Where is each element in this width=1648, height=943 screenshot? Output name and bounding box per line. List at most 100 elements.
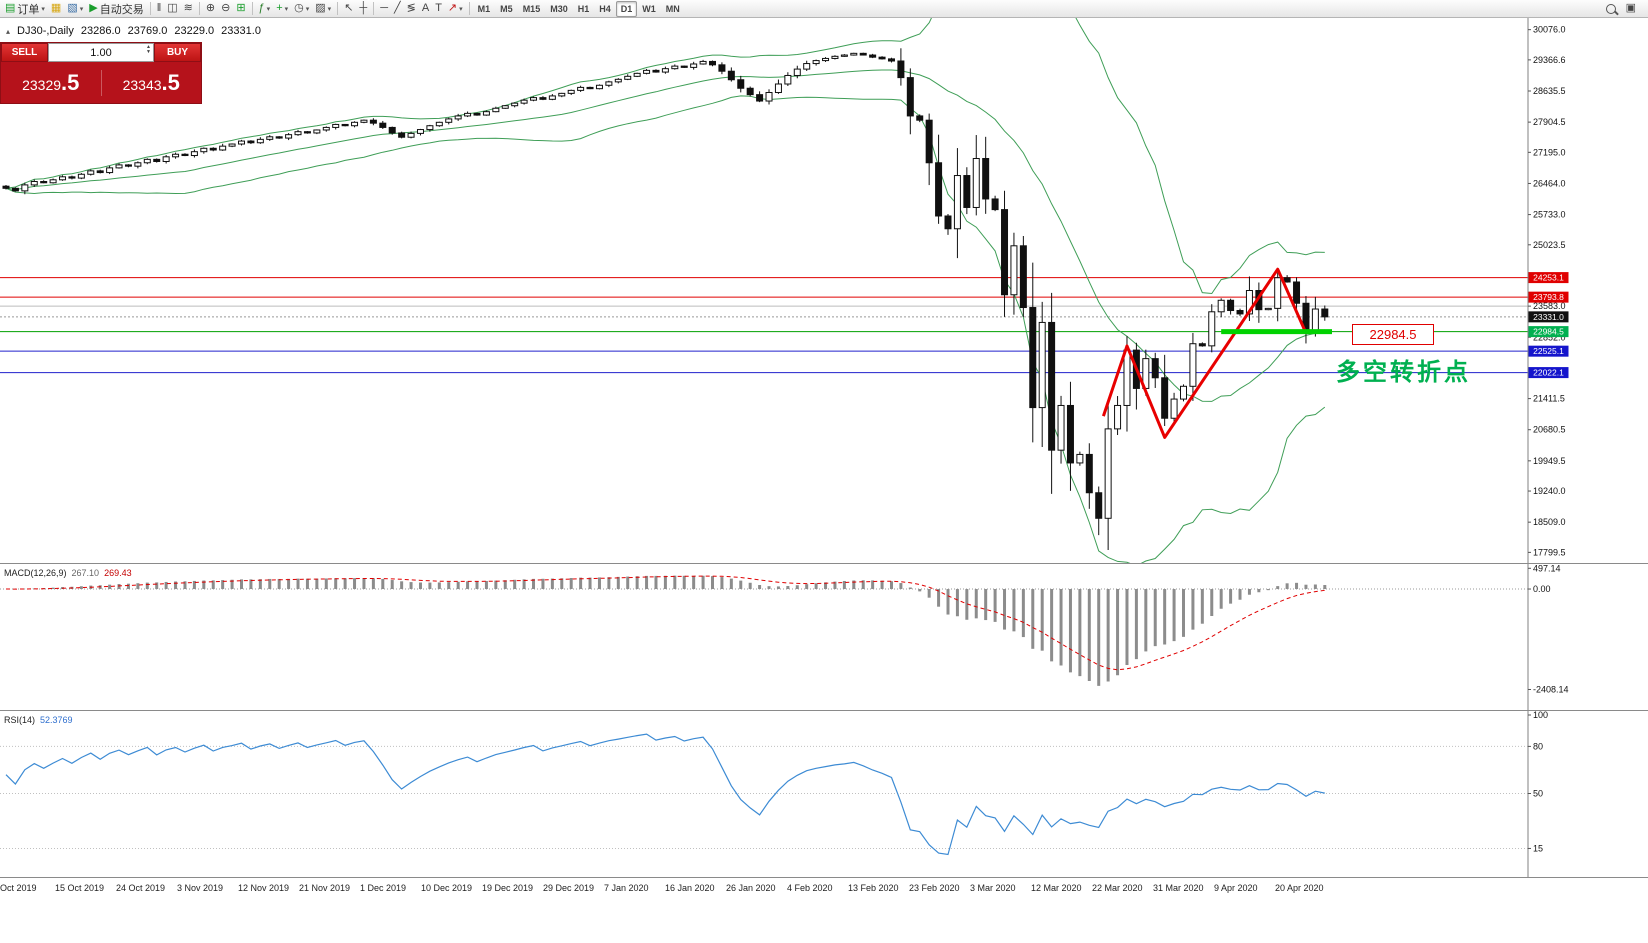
bar-chart-button[interactable]: ‖ [154,1,165,17]
candle-body [1208,311,1216,347]
panel-splitter[interactable] [0,563,1648,564]
date-label: 3 Mar 2020 [970,883,1016,893]
candle-body [209,147,217,151]
candle-body [435,121,443,127]
autotrading-button[interactable]: ▶ 自动交易 [86,1,146,17]
template-button[interactable]: ▨ ▾ [312,1,334,17]
date-label: 26 Jan 2020 [726,883,776,893]
timeframe-m5-button[interactable]: M5 [500,3,513,14]
candlestick-chart-button[interactable]: ◫ [164,1,180,17]
buy-price[interactable]: 23343.5 [102,70,202,96]
price-scale-label: 28635.5 [1533,86,1566,96]
price-scale-label: 25023.5 [1533,240,1566,250]
candle-body [709,60,716,66]
candle-body [1161,377,1169,419]
candle-body [793,68,801,76]
timeframe-h4-button[interactable]: H4 [599,3,611,14]
candle-body [106,167,114,174]
candle-body [1038,321,1046,409]
candle-body [379,122,387,128]
toolbar: ▤ 订单 ▾ ▦ ▧ ▾ ▶ 自动交易 ‖ ◫ ≋ ⊕ ⊖ [0,0,1648,18]
toolbar-separator [251,2,253,15]
candle-body [332,123,340,128]
main-chart-canvas[interactable]: 30076.0 29366.6 28635.5 27904.5 27195.0 26464… [0,18,1648,563]
tile-windows-button[interactable]: ⊞ [233,1,248,17]
sell-price[interactable]: 23329.5 [1,70,101,96]
timeframe-w1-button[interactable]: W1 [642,3,656,14]
zoom-out-button[interactable]: ⊖ [218,1,233,17]
volume-input[interactable]: 1.00 ▲ ▼ [48,43,154,62]
turning-point-annotation[interactable]: 多空转折点 [1336,359,1471,386]
tile-windows-icon: ⊞ [236,2,246,14]
price-scale-label: 27195.0 [1533,147,1566,157]
text-label-icon: T [435,2,442,14]
volume-down-icon[interactable]: ▼ [146,49,151,55]
macd-panel-canvas[interactable]: 497.14 0.00 -2408.14 [0,564,1648,710]
candle-body [30,181,38,186]
add-indicator-icon: + [276,2,283,14]
timeframe-m15-button[interactable]: M15 [522,3,541,14]
panel-splitter[interactable] [0,710,1648,711]
volume-up-icon[interactable]: ▲ [146,44,151,50]
one-click-toggle-icon[interactable]: ▴ [6,26,11,36]
cursor-button[interactable]: ↖ [341,1,356,17]
volume-stepper[interactable]: ▲ ▼ [146,45,151,55]
bar-chart-icon: ‖ [156,2,162,14]
candle-body [492,107,500,113]
line-chart-button[interactable]: ≋ [181,1,196,17]
candle-body [586,86,594,90]
sell-button[interactable]: SELL [1,43,48,62]
timeframe-m1-button[interactable]: M1 [477,3,491,14]
candle-body [897,60,905,79]
horizontal-line-button[interactable]: ─ [377,1,391,17]
candle-body [388,126,396,134]
autotrading-label: 自动交易 [99,3,144,16]
candle-body [1010,245,1018,296]
timeframe-d1-button[interactable]: D1 [615,0,638,17]
period-button[interactable]: ◷ ▾ [291,1,312,17]
candle-body [454,115,462,120]
date-label: 31 Mar 2020 [1153,883,1204,893]
timeframe-h1-button[interactable]: H1 [577,3,590,14]
date-label: 13 Feb 2020 [848,883,899,893]
fibonacci-button[interactable]: ≶ [404,1,419,17]
bollinger-middle-band [5,69,1325,402]
candle-body [1264,307,1272,311]
text-label-button[interactable]: T [432,1,445,17]
date-label: 20 Apr 2020 [1275,883,1324,893]
arrows-button[interactable]: ↗ ▾ [445,1,466,17]
new-order-button[interactable]: ▤ 订单 ▾ [2,1,48,17]
candle-body [643,69,651,74]
buy-button[interactable]: BUY [154,43,201,62]
autotrading-icon: ▶ [89,2,98,14]
indicators-button[interactable]: ƒ ▾ [256,1,274,17]
zigzag-trendline[interactable] [1101,267,1308,439]
candle-body [944,215,952,230]
volume-value: 1.00 [90,46,112,59]
text-tool-button[interactable]: A [419,1,432,17]
crosshair-button[interactable]: ┼ [356,1,370,17]
add-indicator-button[interactable]: + ▾ [273,1,291,17]
charts-button[interactable]: ▦ [48,1,64,17]
trendline-button[interactable]: ╱ [391,1,404,17]
macd-name: MACD(12,26,9) [4,568,67,578]
price-flag-label: 22984.5 [1533,327,1564,337]
dropdown-caret-icon: ▾ [284,5,289,13]
price-flag-label: 22022.1 [1533,368,1564,378]
search-icon[interactable] [1605,3,1616,14]
profiles-button[interactable]: ▧ ▾ [64,1,86,17]
zoom-in-button[interactable]: ⊕ [203,1,218,17]
rsi-panel-canvas[interactable]: 100 80 50 15 [0,711,1648,877]
candle-body [831,55,839,59]
quick-panel-icon[interactable]: ▣ [1625,2,1636,14]
candle-body [859,52,867,56]
price-scale-label: 30076.0 [1533,25,1566,35]
candle-body [812,60,820,65]
candle-body [482,111,490,116]
support-price-callout[interactable]: 22984.5 [1352,324,1434,345]
candle-body [690,63,698,68]
timeframe-m30-button[interactable]: M30 [550,3,568,14]
timeframe-mn-button[interactable]: MN [665,3,680,14]
time-axis[interactable]: Oct 2019 15 Oct 2019 24 Oct 2019 3 Nov 2019… [0,878,1648,898]
